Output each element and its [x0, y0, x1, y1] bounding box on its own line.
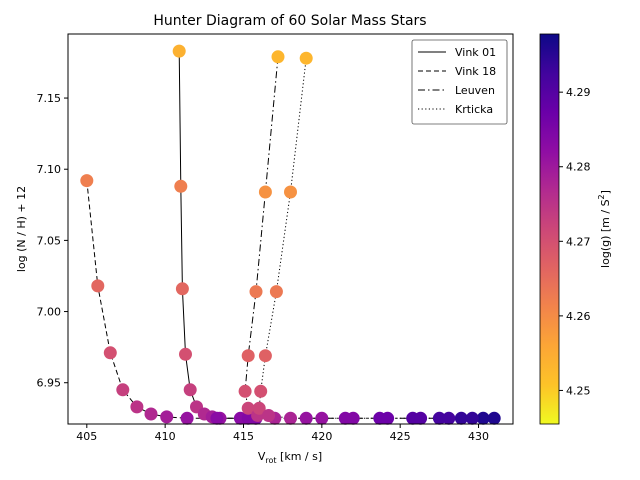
colorbar-label: log(g) [m / S2] [597, 190, 612, 268]
data-point [130, 400, 144, 414]
x-axis-label-rest: [km / s] [277, 450, 323, 463]
data-point [269, 285, 283, 299]
x-axis-ticks: 405 410 415 420 425 430 [76, 424, 489, 443]
y-tick-label: 7.15 [37, 92, 62, 105]
data-point [210, 411, 224, 425]
data-point [381, 411, 395, 425]
colorbar-tick-label: 4.28 [566, 161, 591, 174]
series-line-vink-01 [178, 51, 256, 419]
colorbar: 4.25 4.26 4.27 4.28 4.29 log(g) [m / S2] [539, 33, 612, 425]
data-point [284, 185, 297, 199]
data-point [258, 185, 272, 199]
data-point [80, 174, 94, 188]
colorbar-label-end: ] [599, 190, 612, 194]
data-point [414, 411, 428, 425]
data-point [252, 401, 266, 415]
legend-label: Vink 18 [455, 65, 496, 78]
data-point [160, 410, 174, 424]
data-point [144, 407, 158, 421]
y-tick-label: 7.05 [37, 234, 62, 247]
colorbar-label-superscript: 2 [597, 194, 606, 199]
x-tick-label: 415 [233, 430, 254, 443]
x-axis-label-subscript: rot [265, 456, 276, 465]
series-line-vink-18 [86, 180, 249, 419]
data-point [172, 44, 186, 58]
data-point [284, 411, 297, 425]
y-axis-label: log (N / H) + 12 [15, 186, 28, 272]
data-point [432, 411, 446, 425]
data-point [238, 384, 252, 398]
x-axis-label: Vrot [km / s] [258, 450, 322, 465]
data-point [179, 347, 192, 361]
data-point [346, 411, 360, 425]
data-point [254, 384, 268, 398]
data-point [91, 279, 105, 293]
x-tick-label: 410 [155, 430, 176, 443]
colorbar-tick-label: 4.25 [566, 384, 591, 397]
data-point [175, 282, 189, 296]
x-tick-label: 425 [390, 430, 411, 443]
data-point [183, 383, 197, 397]
data-point [116, 383, 130, 397]
colorbar-gradient [539, 33, 560, 425]
legend-label: Krticka [455, 103, 493, 116]
data-point [180, 411, 194, 425]
data-point [271, 50, 285, 64]
colorbar-tick-label: 4.29 [566, 86, 591, 99]
data-point [476, 411, 490, 425]
legend-box [411, 39, 508, 125]
data-point [103, 346, 117, 360]
data-point [262, 409, 276, 422]
x-tick-label: 430 [468, 430, 489, 443]
legend-label: Vink 01 [455, 46, 496, 59]
data-point [465, 411, 479, 425]
y-tick-label: 7.00 [37, 306, 62, 319]
data-points [80, 44, 501, 425]
data-point [315, 411, 329, 425]
legend-label: Leuven [455, 84, 495, 97]
x-tick-label: 420 [311, 430, 332, 443]
data-point [174, 179, 188, 193]
data-point [241, 349, 255, 363]
legend: Vink 01 Vink 18 Leuven Krticka [411, 39, 508, 125]
data-point [442, 411, 456, 425]
colorbar-tick-label: 4.27 [566, 235, 591, 248]
chart-title: Hunter Diagram of 60 Solar Mass Stars [153, 13, 426, 29]
y-tick-label: 7.10 [37, 163, 62, 176]
colorbar-tick-label: 4.26 [566, 310, 591, 323]
data-point [454, 411, 468, 425]
y-tick-label: 6.95 [37, 377, 62, 390]
plot-frame [67, 33, 514, 425]
y-axis-ticks: 6.95 7.00 7.05 7.10 7.15 [37, 92, 68, 390]
data-point [241, 401, 255, 415]
data-point [249, 285, 263, 299]
data-point [299, 411, 313, 425]
data-point [487, 411, 501, 425]
x-tick-label: 405 [76, 430, 97, 443]
data-point [258, 349, 272, 363]
data-point [299, 51, 313, 65]
